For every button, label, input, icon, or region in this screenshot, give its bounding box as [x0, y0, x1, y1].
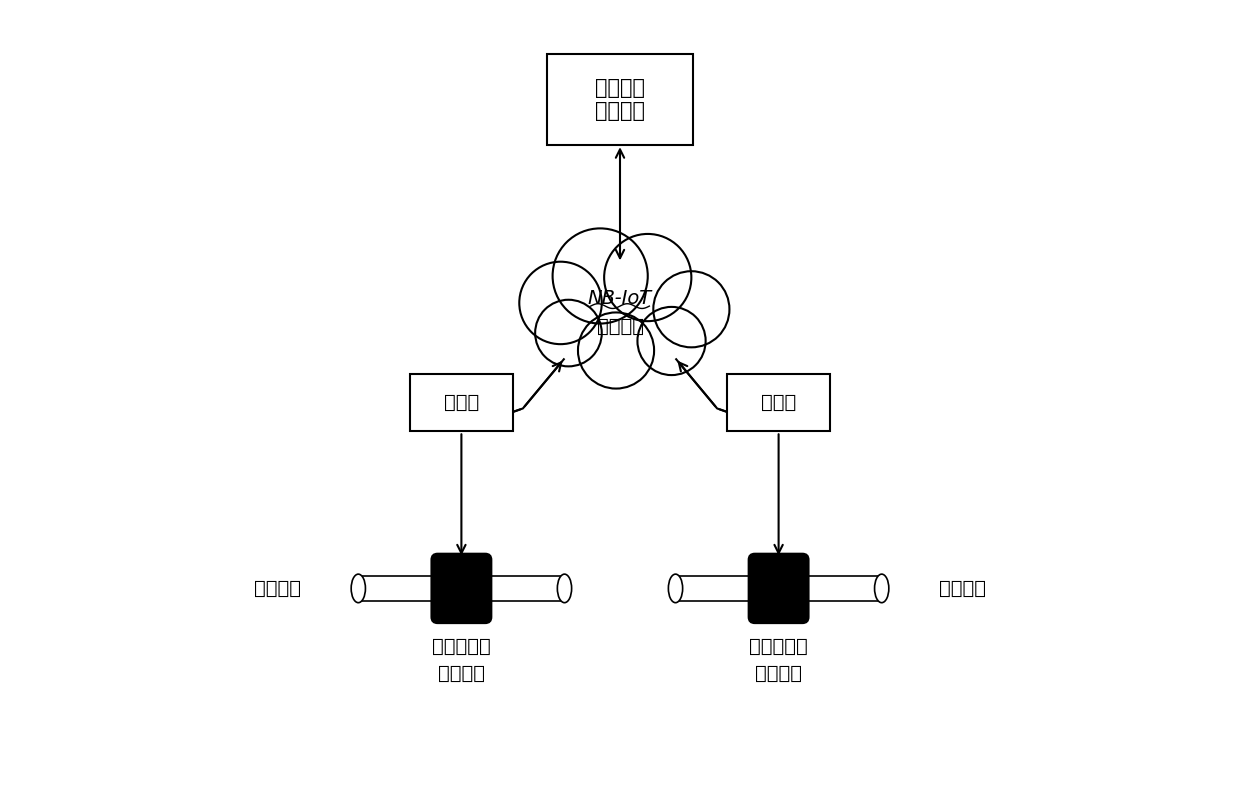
FancyBboxPatch shape	[676, 576, 755, 601]
FancyBboxPatch shape	[749, 554, 808, 623]
Circle shape	[637, 307, 706, 375]
Text: 监测器: 监测器	[761, 393, 796, 412]
FancyBboxPatch shape	[410, 374, 513, 431]
Text: 电力公司
监测主站: 电力公司 监测主站	[595, 78, 645, 121]
Circle shape	[536, 300, 601, 366]
FancyBboxPatch shape	[547, 54, 693, 144]
Circle shape	[653, 271, 729, 347]
Text: 电力电缆: 电力电缆	[254, 579, 301, 598]
Text: NB-IoT: NB-IoT	[588, 289, 652, 308]
Ellipse shape	[874, 574, 889, 603]
Circle shape	[578, 312, 653, 389]
FancyBboxPatch shape	[727, 374, 830, 431]
Ellipse shape	[351, 574, 366, 603]
FancyBboxPatch shape	[432, 554, 491, 623]
Circle shape	[520, 262, 601, 344]
FancyBboxPatch shape	[485, 576, 564, 601]
Text: 电力电缆: 电力电缆	[939, 579, 986, 598]
Text: 电缆接头温
度传感器: 电缆接头温 度传感器	[432, 637, 491, 683]
Text: 无线网络: 无线网络	[596, 317, 644, 336]
Text: 电缆接头温
度传感器: 电缆接头温 度传感器	[749, 637, 808, 683]
Ellipse shape	[668, 574, 683, 603]
FancyBboxPatch shape	[358, 576, 438, 601]
FancyBboxPatch shape	[802, 576, 882, 601]
Ellipse shape	[557, 574, 572, 603]
Text: 监测器: 监测器	[444, 393, 479, 412]
Circle shape	[553, 228, 647, 324]
Circle shape	[604, 234, 692, 321]
